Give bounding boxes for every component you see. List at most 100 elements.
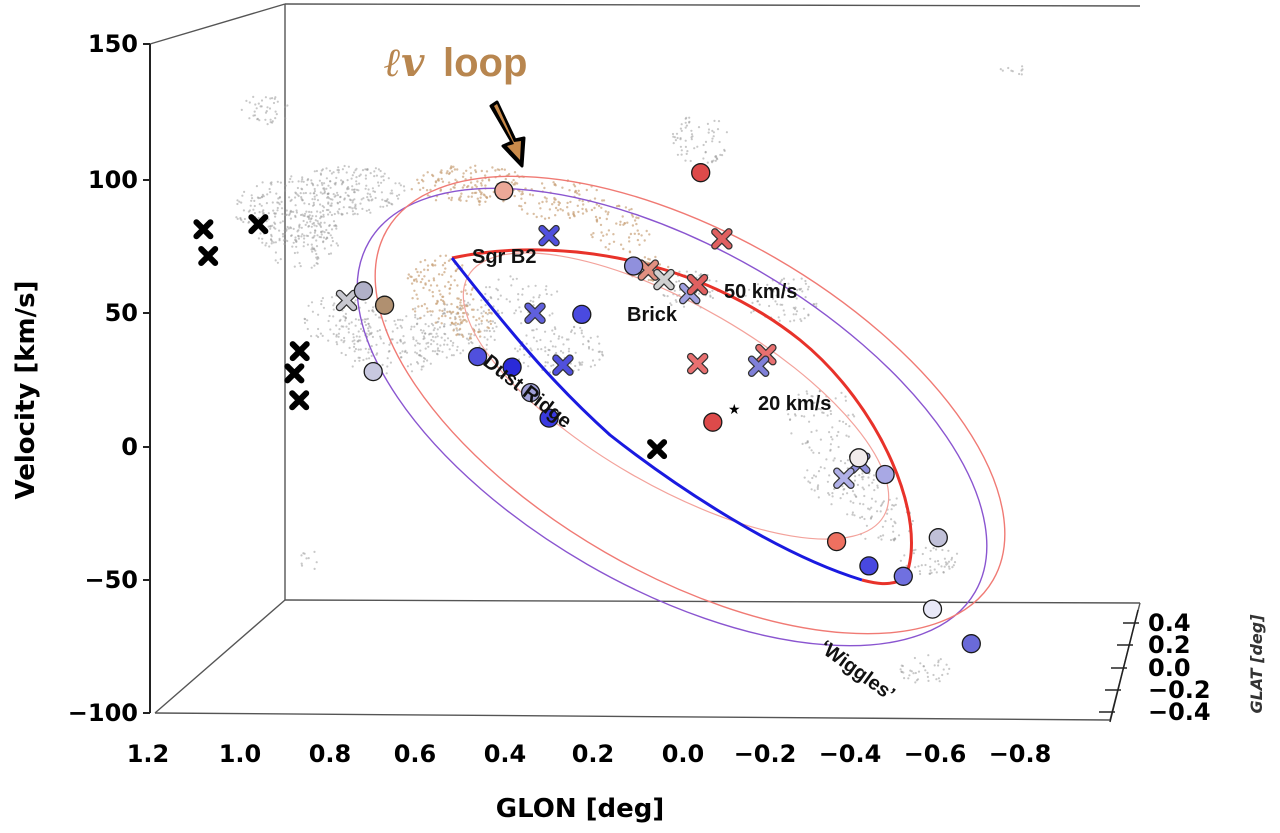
gray-point: [321, 334, 324, 337]
gray-point: [333, 182, 336, 185]
tan-point: [472, 308, 475, 311]
gray-point: [288, 196, 291, 199]
gray-point: [367, 348, 371, 351]
gray-point: [929, 565, 932, 568]
gray-point: [368, 193, 372, 196]
tan-point: [426, 171, 429, 174]
glon-axis-title: GLON [deg]: [496, 794, 665, 824]
gray-point: [831, 426, 834, 429]
gray-point: [672, 142, 675, 145]
gray-point: [856, 483, 860, 486]
gray-point: [493, 338, 496, 341]
gray-point: [919, 662, 922, 665]
gray-point: [517, 293, 520, 296]
tan-point: [450, 302, 453, 306]
gray-point: [418, 342, 421, 345]
gray-point: [267, 225, 270, 228]
gray-point: [867, 507, 870, 510]
tan-point: [431, 174, 435, 178]
gray-point: [320, 299, 323, 303]
gray-point: [264, 244, 267, 247]
glon-tick-label: 1.2: [127, 740, 170, 768]
gray-point: [330, 204, 333, 207]
gray-point: [305, 183, 309, 186]
tan-point: [481, 315, 484, 318]
gray-point: [257, 237, 260, 240]
gray-point: [548, 349, 551, 352]
gray-point: [299, 265, 302, 268]
gray-point: [314, 249, 317, 252]
tan-point: [426, 194, 430, 197]
gray-point: [535, 340, 538, 343]
gray-point: [820, 402, 824, 405]
tan-point: [578, 193, 581, 196]
gray-point: [315, 194, 318, 197]
gray-point: [811, 476, 814, 480]
gray-point: [431, 335, 434, 338]
tan-point: [539, 207, 542, 210]
gray-point: [819, 438, 823, 441]
gray-point: [530, 349, 533, 352]
gray-point: [839, 497, 842, 500]
gray-point: [679, 137, 682, 140]
gray-point: [495, 325, 498, 328]
circle-marker: [691, 163, 711, 183]
gray-point: [321, 209, 325, 212]
tan-point: [449, 283, 453, 287]
tan-point: [464, 289, 467, 292]
star-marker: ★: [728, 402, 741, 418]
gray-point: [358, 174, 361, 178]
tan-point: [480, 184, 483, 187]
gray-point: [302, 192, 305, 195]
gray-point: [804, 279, 807, 283]
circle-marker: [893, 566, 913, 586]
gray-point: [711, 296, 715, 300]
tan-point: [557, 203, 560, 207]
gray-point: [488, 329, 491, 333]
circle-marker: [467, 346, 488, 367]
gray-point: [354, 347, 357, 351]
glat-axis-line: [1109, 609, 1139, 723]
velocity-tick-label: 50: [105, 299, 138, 327]
gray-point: [582, 343, 585, 346]
x-marker: [198, 246, 219, 266]
x-marker: [289, 341, 310, 362]
velocity-tick-label: −100: [68, 699, 138, 727]
gray-point: [879, 504, 883, 507]
gray-point: [486, 338, 489, 341]
gray-point: [937, 659, 940, 662]
tan-point: [630, 207, 633, 211]
gray-point: [946, 672, 949, 675]
gray-point: [297, 194, 300, 198]
gray-point: [373, 190, 377, 193]
tan-point: [471, 191, 474, 195]
gray-point: [718, 140, 721, 144]
tan-point: [643, 239, 646, 242]
gray-point: [781, 303, 784, 306]
gray-point: [366, 317, 369, 320]
gray-point: [531, 329, 534, 332]
gray-point: [380, 175, 383, 178]
gray-point: [521, 287, 524, 291]
gray-point: [330, 228, 334, 231]
gray-point: [756, 283, 760, 286]
gray-point: [713, 119, 716, 122]
gray-point: [819, 408, 823, 411]
gray-point: [347, 331, 350, 334]
gray-point: [271, 120, 274, 123]
tan-point: [561, 209, 564, 212]
gray-point: [721, 154, 724, 157]
tan-point: [483, 174, 487, 177]
gray-point: [711, 129, 714, 132]
gray-point: [451, 344, 454, 347]
gray-point: [338, 200, 341, 204]
tan-point: [409, 275, 412, 278]
tan-point: [416, 178, 419, 181]
gray-point: [323, 192, 326, 195]
gray-point: [532, 296, 535, 299]
tan-point: [628, 251, 632, 254]
gray-point: [678, 270, 681, 273]
gray-point: [342, 315, 345, 318]
gray-point: [307, 215, 310, 218]
tan-point: [488, 311, 491, 314]
